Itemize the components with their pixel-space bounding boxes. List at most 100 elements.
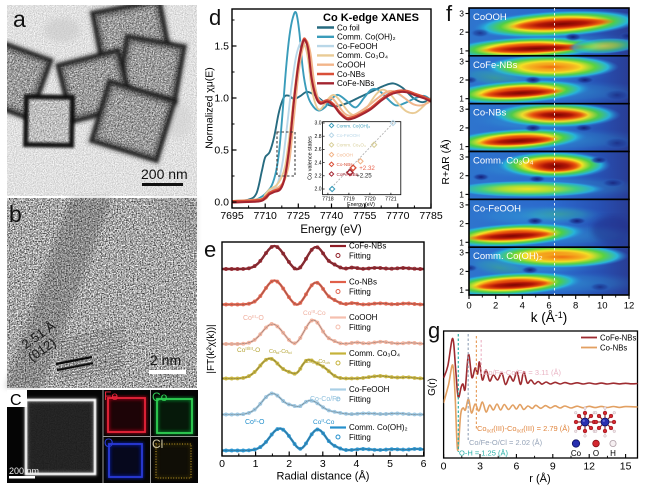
svg-text:CoII-O: CoII-O xyxy=(245,418,265,426)
svg-text:Comm. Co₃O₄: Comm. Co₃O₄ xyxy=(337,143,366,148)
svg-text:1: 1 xyxy=(459,142,464,152)
svg-text:200 nm: 200 nm xyxy=(9,466,39,476)
svg-text:Co-NBs: Co-NBs xyxy=(473,108,507,119)
svg-text:Comm. Co₃O₄: Comm. Co₃O₄ xyxy=(473,156,534,167)
svg-text:CoIII-Co: CoIII-Co xyxy=(303,309,326,317)
svg-text:2: 2 xyxy=(286,458,292,470)
svg-text:1: 1 xyxy=(459,285,464,295)
svg-text:CoIII-O: CoIII-O xyxy=(243,314,264,322)
svg-text:2: 2 xyxy=(493,301,498,312)
svg-text:0.0: 0.0 xyxy=(214,197,229,209)
svg-text:a: a xyxy=(13,6,26,32)
svg-text:Fitting: Fitting xyxy=(349,323,371,332)
svg-text:CoOOH: CoOOH xyxy=(349,313,378,322)
svg-text:15: 15 xyxy=(620,461,632,473)
svg-text:Fitting: Fitting xyxy=(349,359,371,368)
svg-text:+2.32: +2.32 xyxy=(359,165,375,172)
svg-text:Normalized χμ(E): Normalized χμ(E) xyxy=(204,67,216,149)
svg-text:f: f xyxy=(446,1,453,26)
svg-text:Co-NBs: Co-NBs xyxy=(337,70,365,79)
svg-text:3: 3 xyxy=(459,248,464,258)
svg-text:r (Å): r (Å) xyxy=(529,472,550,485)
svg-text:Co-NBs: Co-NBs xyxy=(337,162,354,167)
svg-text:0: 0 xyxy=(466,301,471,312)
svg-text:Co foil: Co foil xyxy=(337,23,360,32)
svg-text:1: 1 xyxy=(459,94,464,104)
svg-text:3: 3 xyxy=(459,104,464,114)
svg-text:2: 2 xyxy=(459,123,464,133)
svg-text:Fitting: Fitting xyxy=(349,252,371,261)
svg-text:200 nm: 200 nm xyxy=(141,166,188,182)
svg-text:7720: 7720 xyxy=(364,197,376,203)
svg-text:|FT(k²χ(k))|: |FT(k²χ(k))| xyxy=(206,324,217,373)
svg-text:Energy (eV): Energy (eV) xyxy=(347,202,375,208)
svg-text:3: 3 xyxy=(477,461,483,473)
svg-text:12: 12 xyxy=(624,301,635,312)
svg-text:1: 1 xyxy=(253,458,259,470)
svg-text:12: 12 xyxy=(583,461,595,473)
svg-text:Co valence states: Co valence states xyxy=(308,136,314,180)
svg-text:CoFe-NBs: CoFe-NBs xyxy=(349,242,386,251)
svg-text:0.5: 0.5 xyxy=(214,145,229,157)
svg-text:7725: 7725 xyxy=(287,210,311,222)
svg-text:CoFe-NBs: CoFe-NBs xyxy=(473,60,518,71)
svg-text:CoII/III-O: CoII/III-O xyxy=(237,346,260,354)
svg-text:2.6: 2.6 xyxy=(315,147,322,153)
svg-text:0: 0 xyxy=(219,458,225,470)
svg-text:CoOOH: CoOOH xyxy=(337,152,353,157)
svg-text:7718: 7718 xyxy=(322,197,334,203)
svg-text:9: 9 xyxy=(550,461,556,473)
svg-text:7740: 7740 xyxy=(320,210,344,222)
svg-text:6: 6 xyxy=(421,458,427,470)
svg-text:5: 5 xyxy=(387,458,393,470)
svg-text:Comm. Co₃O₄: Comm. Co₃O₄ xyxy=(337,51,388,60)
svg-text:6: 6 xyxy=(546,301,551,312)
svg-text:3.0: 3.0 xyxy=(315,121,322,127)
svg-text:1: 1 xyxy=(459,189,464,199)
svg-text:7785: 7785 xyxy=(419,210,443,222)
svg-text:CoOOH: CoOOH xyxy=(473,12,507,23)
svg-text:Co-FeOOH: Co-FeOOH xyxy=(337,42,378,51)
svg-text:2.0: 2.0 xyxy=(315,187,322,193)
svg-text:2: 2 xyxy=(459,27,464,37)
svg-text:6: 6 xyxy=(513,461,519,473)
svg-text:3: 3 xyxy=(459,200,464,210)
svg-text:Fitting: Fitting xyxy=(349,395,371,404)
svg-text:1: 1 xyxy=(459,46,464,56)
svg-text:O: O xyxy=(104,436,113,450)
svg-text:CoFe-NBs: CoFe-NBs xyxy=(337,79,374,88)
svg-text:Co-FeOOH: Co-FeOOH xyxy=(337,133,360,138)
svg-text:Co-NBs: Co-NBs xyxy=(349,278,377,287)
svg-text:Comm. Co(OH)₂: Comm. Co(OH)₂ xyxy=(337,123,371,128)
svg-text:b: b xyxy=(9,201,22,227)
svg-text:7770: 7770 xyxy=(386,210,410,222)
svg-text:e: e xyxy=(204,237,216,262)
svg-text:R+ΔR (Å): R+ΔR (Å) xyxy=(439,139,452,184)
svg-text:Co: Co xyxy=(571,449,582,458)
svg-text:Energy (eV): Energy (eV) xyxy=(300,224,362,236)
svg-text:Cl: Cl xyxy=(152,437,163,451)
svg-text:Co/Fe-Co/Fe = 3.11 (Å): Co/Fe-Co/Fe = 3.11 (Å) xyxy=(483,368,562,377)
svg-text:Cooct(III)-Cooct(III) = 2.79 (: Cooct(III)-Cooct(III) = 2.79 (Å) xyxy=(477,424,570,435)
svg-text:3: 3 xyxy=(459,152,464,162)
svg-text:+2.25: +2.25 xyxy=(356,173,372,180)
svg-text:Co: Co xyxy=(152,390,168,404)
svg-text:CoOOH: CoOOH xyxy=(337,61,366,70)
svg-text:4: 4 xyxy=(520,301,525,312)
svg-text:7755: 7755 xyxy=(353,210,377,222)
svg-text:3: 3 xyxy=(320,458,326,470)
svg-text:Co-FeOOH: Co-FeOOH xyxy=(349,385,390,394)
svg-text:2.4: 2.4 xyxy=(315,160,322,166)
svg-text:Co K-edge XANES: Co K-edge XANES xyxy=(323,12,419,24)
svg-text:2 nm: 2 nm xyxy=(150,352,181,368)
svg-text:0: 0 xyxy=(441,461,447,473)
svg-text:10: 10 xyxy=(597,301,608,312)
svg-text:Co/Fe-O/Cl = 2.02 (Å): Co/Fe-O/Cl = 2.02 (Å) xyxy=(469,438,543,447)
svg-text:Comm. Co₃O₄: Comm. Co₃O₄ xyxy=(349,349,400,358)
svg-text:Co-Co/Fe: Co-Co/Fe xyxy=(310,396,340,403)
svg-text:3: 3 xyxy=(459,56,464,66)
svg-text:4: 4 xyxy=(353,458,359,470)
svg-text:Co-FeOOH: Co-FeOOH xyxy=(473,203,521,214)
svg-text:3: 3 xyxy=(459,9,464,19)
svg-text:H: H xyxy=(610,449,616,458)
